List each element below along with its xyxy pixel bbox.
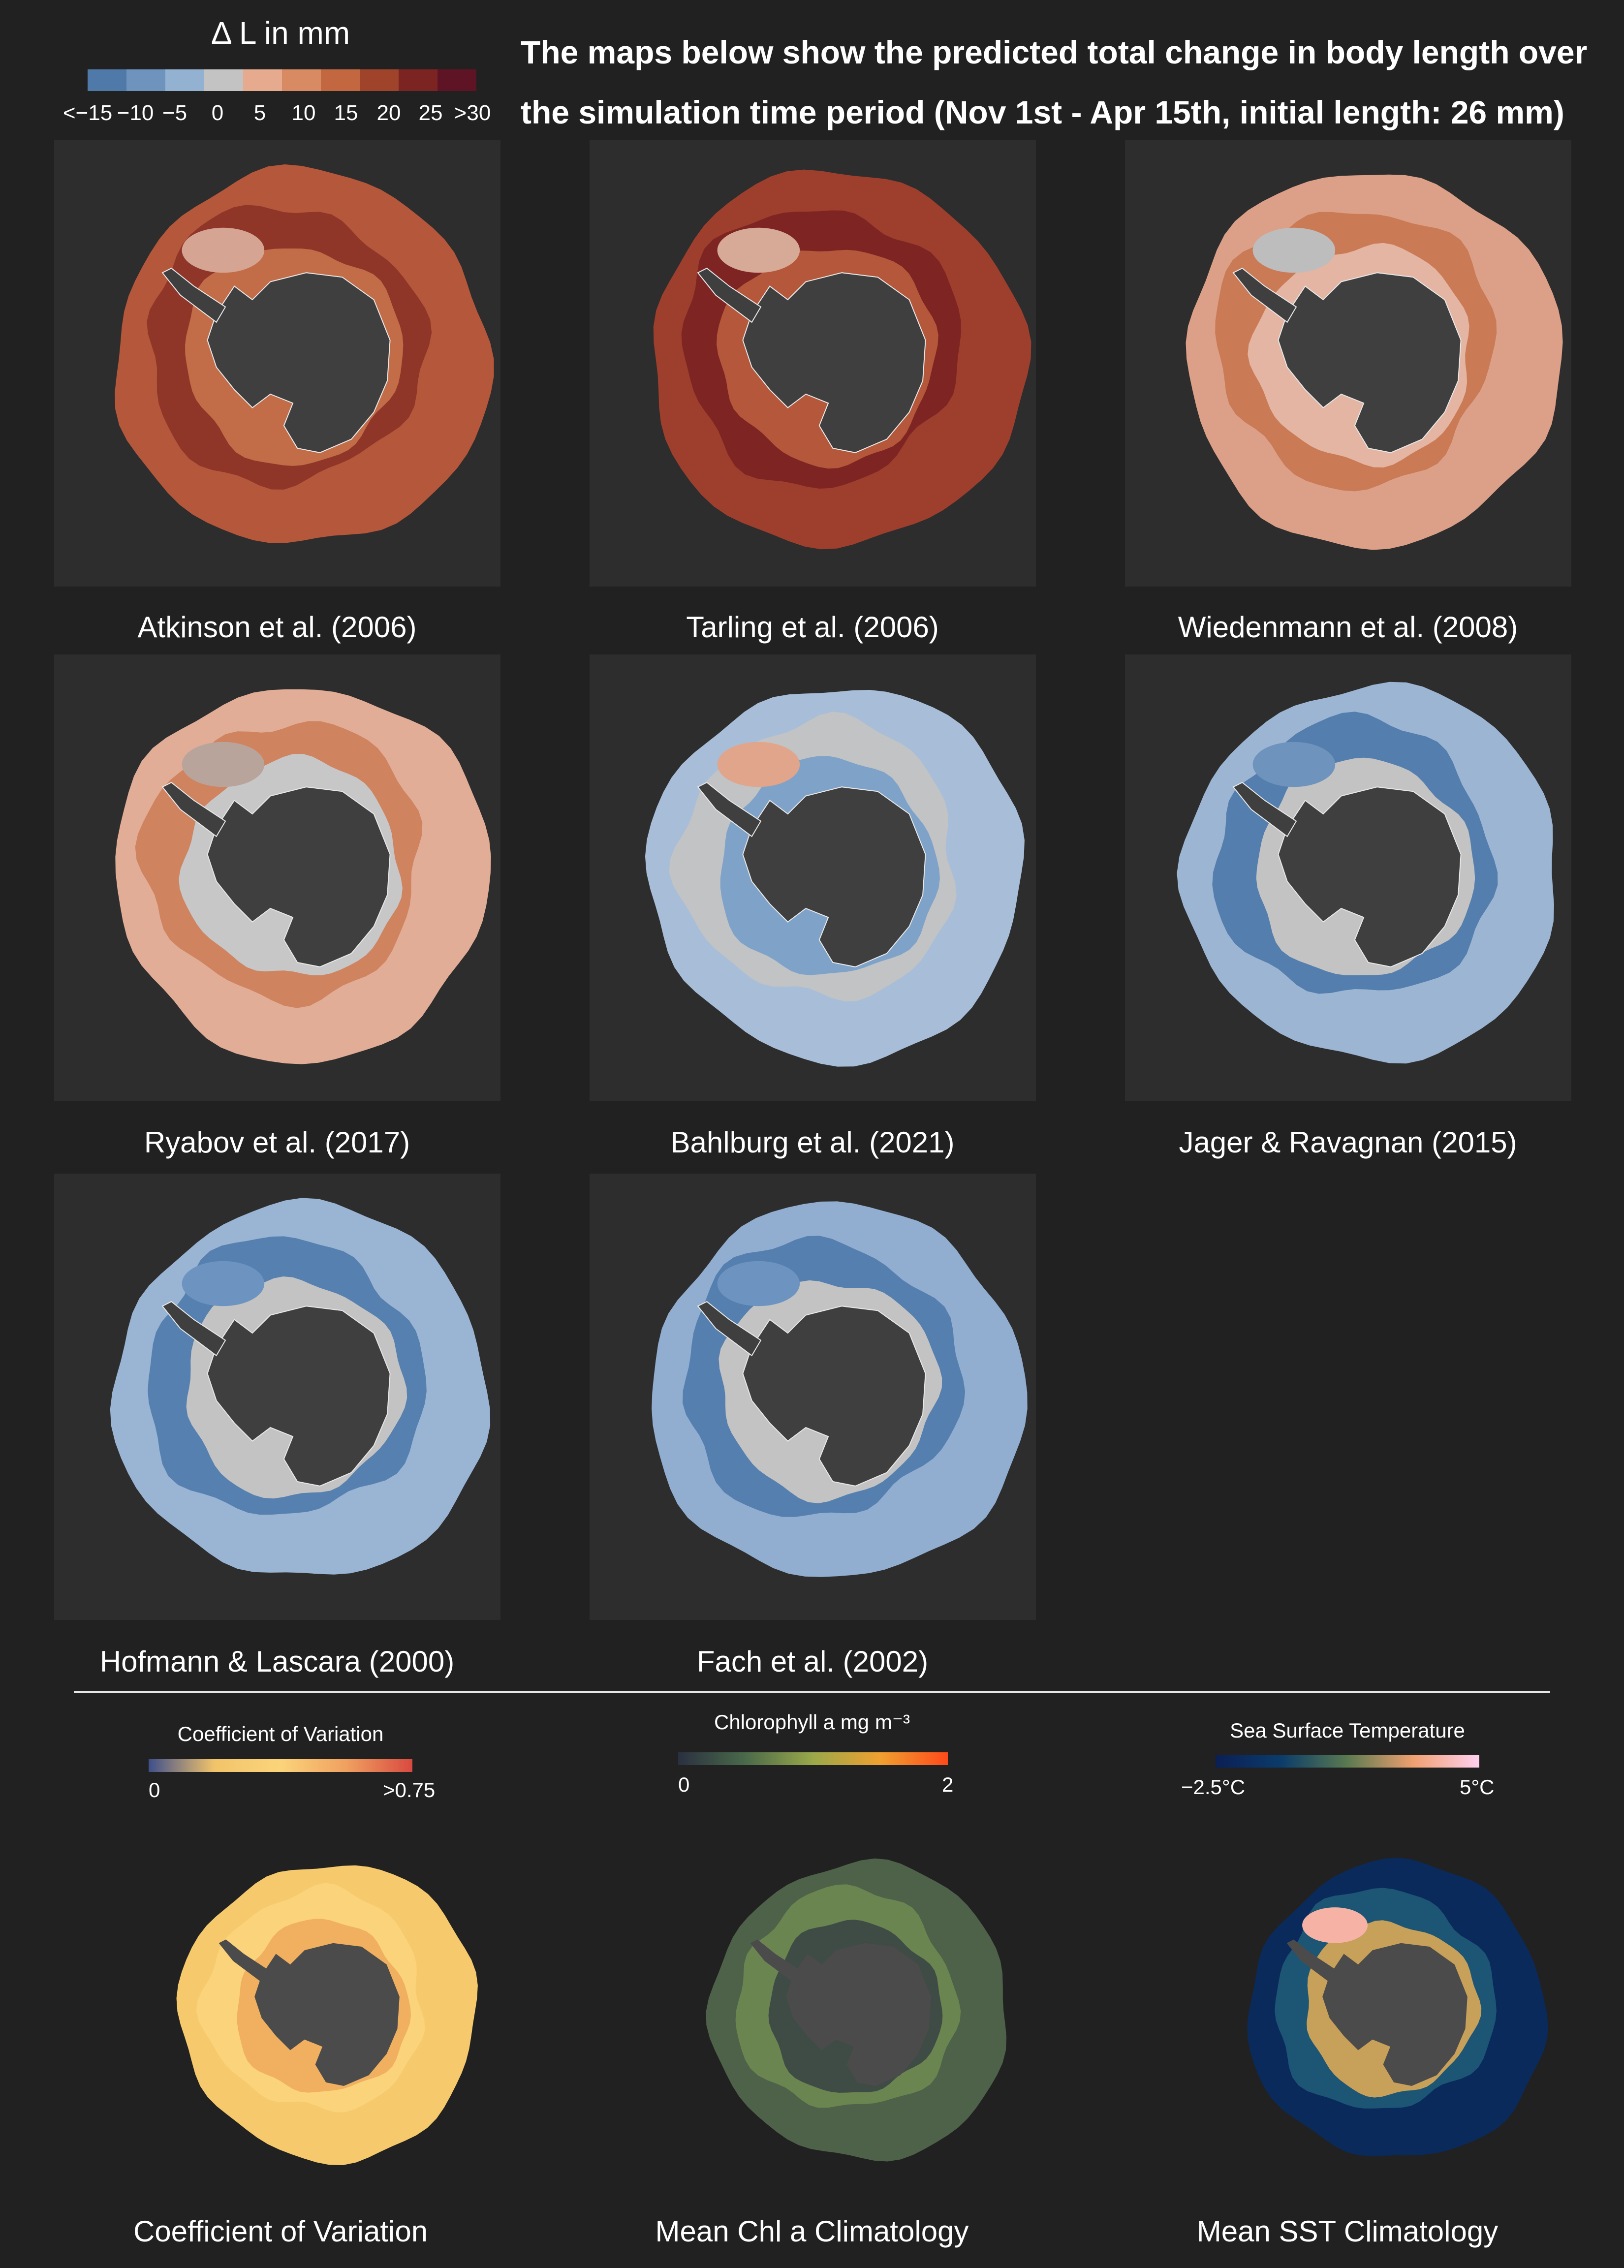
length-change-map — [1125, 654, 1571, 1101]
length-change-map — [590, 654, 1036, 1101]
colorbar-swatch — [165, 69, 204, 91]
climatology-colorbar — [149, 1759, 412, 1772]
value-patch — [1252, 227, 1336, 273]
antarctic-peninsula — [161, 781, 226, 838]
map-caption: Fach et al. (2002) — [696, 1645, 929, 1678]
antarctica-landmass — [742, 272, 926, 453]
colorbar-tick-label: −10 — [117, 101, 154, 125]
colorbar-tick-label: >30 — [454, 101, 491, 125]
climatology-caption: Coefficient of Variation — [133, 2215, 428, 2248]
value-patch — [182, 742, 265, 787]
colorbar-swatch — [360, 69, 399, 91]
delta-length-tick-labels: <−15 −10 −5 0 5 10 15 20 25 >30 — [59, 101, 502, 130]
antarctic-peninsula — [1232, 781, 1297, 838]
climatology-caption: Mean SST Climatology — [1196, 2215, 1499, 2248]
antarctic-peninsula — [219, 1939, 269, 1983]
climatology-colorbar — [1216, 1755, 1479, 1768]
value-patch — [182, 1261, 265, 1306]
antarctica-landmass — [1278, 272, 1462, 453]
climatology-map — [1201, 1838, 1555, 2192]
climatology-colorbar — [678, 1752, 948, 1765]
colorbar-max-label: 5°C — [1460, 1775, 1495, 1799]
colorbar-tick-label: 5 — [253, 101, 266, 125]
map-caption: Atkinson et al. (2006) — [137, 611, 417, 644]
colorbar-max-label: 2 — [942, 1773, 954, 1796]
colorbar-tick-label: <−15 — [62, 101, 113, 125]
climatology-caption: Mean Chl a Climatology — [655, 2215, 969, 2248]
value-patch — [182, 227, 265, 273]
length-change-map — [54, 654, 500, 1101]
colorbar-swatch — [126, 69, 165, 91]
value-patch — [1252, 742, 1336, 787]
climatology-map — [664, 1838, 1019, 2192]
colorbar-swatch — [204, 69, 243, 91]
header-line-2: the simulation time period (Nov 1st - Ap… — [521, 94, 1564, 130]
colorbar-min-label: 0 — [678, 1773, 690, 1796]
section-divider — [74, 1691, 1550, 1693]
antarctica-landmass — [207, 1305, 391, 1487]
value-patch — [717, 742, 800, 787]
colorbar-tick-label: −5 — [162, 101, 187, 125]
colorbar-swatch — [88, 69, 126, 91]
header-description: The maps below show the predicted total … — [521, 22, 1613, 142]
colorbar-tick-label: 25 — [418, 101, 443, 125]
map-caption: Hofmann & Lascara (2000) — [99, 1645, 455, 1678]
climatology-legend-title: Coefficient of Variation — [177, 1722, 384, 1745]
colorbar-tick-label: 10 — [291, 101, 316, 125]
length-change-map — [54, 140, 500, 587]
antarctica-landmass — [1278, 786, 1462, 967]
antarctic-peninsula — [1286, 1939, 1337, 1983]
antarctic-peninsula — [161, 1301, 226, 1357]
climatology-map — [133, 1838, 487, 2192]
antarctica-landmass — [742, 1305, 926, 1487]
colorbar-swatch — [243, 69, 282, 91]
antarctica-landmass — [742, 786, 926, 967]
antarctic-peninsula — [750, 1939, 801, 1983]
header-line-1: The maps below show the predicted total … — [521, 34, 1588, 70]
colorbar-tick-label: 15 — [334, 101, 358, 125]
map-caption: Jager & Ravagnan (2015) — [1179, 1126, 1517, 1159]
colorbar-tick-label: 20 — [376, 101, 401, 125]
antarctic-peninsula — [161, 267, 226, 323]
delta-length-legend-title: Δ L in mm — [211, 15, 350, 51]
colorbar-tick-label: 0 — [211, 101, 224, 125]
antarctica-landmass — [786, 1943, 931, 2086]
antarctic-peninsula — [697, 781, 762, 838]
colorbar-min-label: −2.5°C — [1181, 1775, 1246, 1799]
antarctica-landmass — [207, 786, 391, 967]
map-caption: Ryabov et al. (2017) — [144, 1126, 410, 1159]
map-caption: Bahlburg et al. (2021) — [670, 1126, 955, 1159]
value-patch — [1302, 1907, 1368, 1943]
colorbar-swatch — [321, 69, 360, 91]
antarctica-landmass — [254, 1943, 400, 2086]
antarctic-peninsula — [1232, 267, 1297, 323]
value-patch — [717, 1261, 800, 1306]
colorbar-swatch — [282, 69, 321, 91]
length-change-map — [1125, 140, 1571, 587]
value-patch — [717, 227, 800, 273]
climatology-legend-title: Chlorophyll a mg m⁻³ — [714, 1710, 910, 1734]
colorbar-swatch — [399, 69, 437, 91]
map-caption: Wiedenmann et al. (2008) — [1178, 611, 1518, 644]
length-change-map — [54, 1174, 500, 1620]
colorbar-min-label: 0 — [149, 1778, 160, 1802]
delta-length-colorbar — [88, 69, 476, 91]
colorbar-max-label: >0.75 — [383, 1778, 436, 1802]
map-caption: Tarling et al. (2006) — [686, 611, 939, 644]
antarctica-landmass — [207, 272, 391, 453]
colorbar-swatch — [437, 69, 476, 91]
antarctica-landmass — [1322, 1943, 1468, 2086]
climatology-legend-title: Sea Surface Temperature — [1230, 1719, 1465, 1742]
antarctic-peninsula — [697, 267, 762, 323]
length-change-map — [590, 1174, 1036, 1620]
antarctic-peninsula — [697, 1301, 762, 1357]
length-change-map — [590, 140, 1036, 587]
